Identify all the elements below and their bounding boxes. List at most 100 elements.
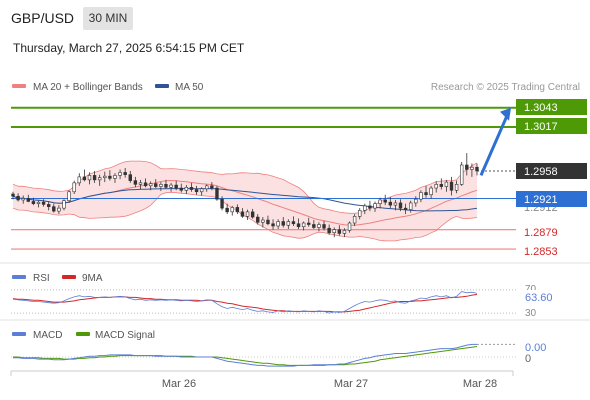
- bollinger-legend-swatch: [12, 84, 26, 88]
- candle-body: [194, 189, 199, 193]
- candle-body: [113, 175, 117, 179]
- candle: [36, 200, 41, 208]
- target-arrow: [479, 107, 511, 177]
- candle-body: [281, 221, 285, 226]
- timeframe-button[interactable]: 30 MIN: [83, 7, 133, 30]
- candle: [322, 220, 326, 231]
- candle-body: [154, 183, 158, 187]
- candle-body: [393, 202, 398, 206]
- candle: [62, 199, 66, 211]
- candle-body: [164, 184, 168, 188]
- rsi-legend-label: RSI: [33, 273, 50, 284]
- candle: [169, 182, 173, 192]
- candle-body: [414, 198, 418, 204]
- candle-body: [271, 223, 275, 227]
- candle-body: [159, 184, 163, 187]
- bollinger-band-fill: [13, 161, 477, 241]
- candle: [409, 200, 413, 213]
- candle-body: [307, 222, 311, 225]
- candle: [378, 197, 382, 209]
- candle-body: [429, 187, 433, 196]
- candle-body: [174, 184, 178, 189]
- candle-body: [118, 172, 122, 176]
- candle: [439, 178, 444, 190]
- candle: [449, 176, 454, 196]
- candle-body: [332, 229, 336, 233]
- candle-body: [52, 206, 56, 212]
- candle: [454, 180, 459, 194]
- candle: [266, 215, 270, 226]
- candle-body: [225, 207, 229, 213]
- candle-body: [454, 184, 459, 191]
- rsi-level-lower: 30: [525, 308, 537, 319]
- rsi-ma9-line: [12, 294, 478, 313]
- candle-body: [184, 187, 189, 191]
- candle-body: [62, 200, 66, 209]
- bollinger-legend-label: MA 20 + Bollinger Bands: [33, 82, 143, 93]
- time-label-mar27: Mar 27: [334, 378, 368, 390]
- candle: [342, 228, 347, 238]
- candle: [11, 191, 15, 200]
- candle: [424, 185, 428, 198]
- candle: [347, 221, 352, 233]
- macd-zero-label: 0: [525, 353, 531, 365]
- candle-body: [138, 182, 143, 185]
- candle-body: [57, 207, 61, 212]
- candle: [256, 214, 260, 225]
- candle-body: [235, 207, 240, 213]
- macd-plot: [11, 343, 516, 367]
- candle: [57, 205, 61, 215]
- candle: [291, 216, 296, 226]
- macd-legend-swatch: [12, 332, 26, 336]
- candle: [363, 203, 367, 215]
- candle-body: [286, 221, 291, 226]
- candle: [26, 194, 30, 203]
- candle: [77, 173, 81, 186]
- candle-body: [347, 222, 352, 231]
- arrow-head: [500, 107, 511, 121]
- candle-body: [398, 202, 403, 209]
- candle-body: [245, 211, 250, 217]
- copyright-text: Research © 2025 Trading Central: [431, 82, 580, 93]
- svg-text:1.2921: 1.2921: [524, 194, 558, 206]
- svg-text:1.3017: 1.3017: [524, 121, 558, 133]
- candle-body: [87, 175, 92, 181]
- candlesticks: [11, 153, 479, 238]
- candle-body: [210, 185, 214, 189]
- candle: [205, 184, 209, 192]
- svg-text:1.3043: 1.3043: [524, 102, 558, 114]
- ma9-legend-swatch: [62, 275, 76, 279]
- candle-body: [337, 229, 342, 234]
- candle: [21, 195, 25, 204]
- candle: [393, 199, 398, 211]
- price-levels: [11, 106, 516, 250]
- candle-body: [179, 187, 183, 191]
- candle-body: [383, 199, 387, 203]
- candle: [199, 187, 204, 196]
- candle: [128, 170, 132, 183]
- ma50-line: [12, 188, 478, 212]
- candle-body: [368, 205, 372, 209]
- candle-body: [352, 216, 357, 224]
- candle: [133, 176, 138, 188]
- bollinger-bands: [12, 160, 478, 242]
- candle-body: [77, 176, 81, 184]
- candle-body: [444, 181, 449, 187]
- candle: [286, 219, 291, 229]
- candle: [358, 208, 362, 220]
- candle-body: [266, 219, 270, 225]
- candle: [235, 204, 240, 215]
- rsi-level-upper: 70: [525, 284, 537, 295]
- candle-body: [205, 185, 209, 190]
- candle: [87, 172, 92, 185]
- candle: [470, 163, 474, 177]
- macd-signal-legend-swatch: [76, 332, 90, 336]
- candle: [403, 203, 408, 215]
- ma50-legend-label: MA 50: [175, 82, 204, 93]
- candle-body: [189, 187, 194, 190]
- candle: [210, 182, 214, 191]
- price-label-target1: 1.3017: [516, 118, 587, 134]
- candle: [148, 181, 153, 191]
- candle-body: [46, 204, 51, 207]
